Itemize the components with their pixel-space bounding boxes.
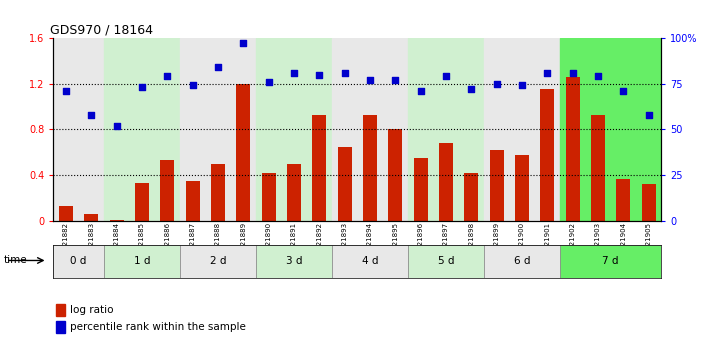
Bar <box>490 150 503 221</box>
Bar <box>256 38 332 221</box>
Bar <box>236 84 250 221</box>
Text: 0 d: 0 d <box>70 256 87 266</box>
Bar <box>109 220 124 221</box>
Bar <box>484 245 560 278</box>
Bar <box>439 143 453 221</box>
Point <box>137 85 148 90</box>
Text: time: time <box>4 256 27 265</box>
Point <box>339 70 351 76</box>
Point <box>516 83 528 88</box>
Bar <box>85 214 98 221</box>
Bar <box>616 178 630 221</box>
Bar <box>388 129 402 221</box>
Bar <box>591 115 605 221</box>
Point <box>213 65 224 70</box>
Point <box>440 73 451 79</box>
Bar <box>56 304 65 316</box>
Point <box>567 70 578 76</box>
Point <box>288 70 299 76</box>
Bar <box>53 38 104 221</box>
Text: 6 d: 6 d <box>513 256 530 266</box>
Bar <box>180 38 256 221</box>
Text: 7 d: 7 d <box>602 256 619 266</box>
Point <box>618 88 629 94</box>
Point <box>364 77 375 83</box>
Point <box>161 73 173 79</box>
Text: 3 d: 3 d <box>286 256 302 266</box>
Point <box>390 77 401 83</box>
Bar <box>560 245 661 278</box>
Bar <box>332 38 408 221</box>
Point <box>111 123 122 128</box>
Bar <box>515 155 529 221</box>
Bar <box>104 38 180 221</box>
Bar <box>332 245 408 278</box>
Bar <box>566 77 579 221</box>
Bar <box>338 147 351 221</box>
Point <box>237 41 249 46</box>
Point <box>643 112 654 118</box>
Bar <box>408 38 484 221</box>
Text: percentile rank within the sample: percentile rank within the sample <box>70 322 246 332</box>
Point <box>85 112 97 118</box>
Text: 5 d: 5 d <box>438 256 454 266</box>
Bar <box>560 38 661 221</box>
Bar <box>484 38 560 221</box>
Text: 1 d: 1 d <box>134 256 150 266</box>
Bar <box>540 89 554 221</box>
Bar <box>641 184 656 221</box>
Bar <box>287 164 301 221</box>
Bar <box>464 173 479 221</box>
Bar <box>53 245 104 278</box>
Point <box>187 83 198 88</box>
Text: 2 d: 2 d <box>210 256 226 266</box>
Point <box>314 72 325 77</box>
Bar <box>59 206 73 221</box>
Bar <box>56 321 65 333</box>
Bar <box>180 245 256 278</box>
Bar <box>312 115 326 221</box>
Point <box>592 73 604 79</box>
Bar <box>363 115 377 221</box>
Bar <box>186 181 200 221</box>
Point <box>466 86 477 92</box>
Bar <box>104 245 180 278</box>
Point <box>415 88 427 94</box>
Bar <box>211 164 225 221</box>
Bar <box>414 158 427 221</box>
Point <box>542 70 553 76</box>
Bar <box>256 245 332 278</box>
Bar <box>161 160 174 221</box>
Text: 4 d: 4 d <box>362 256 378 266</box>
Text: GDS970 / 18164: GDS970 / 18164 <box>50 24 154 37</box>
Bar <box>408 245 484 278</box>
Bar <box>262 173 276 221</box>
Text: log ratio: log ratio <box>70 305 114 315</box>
Point <box>60 88 72 94</box>
Point <box>263 79 274 85</box>
Bar <box>135 183 149 221</box>
Point <box>491 81 502 87</box>
